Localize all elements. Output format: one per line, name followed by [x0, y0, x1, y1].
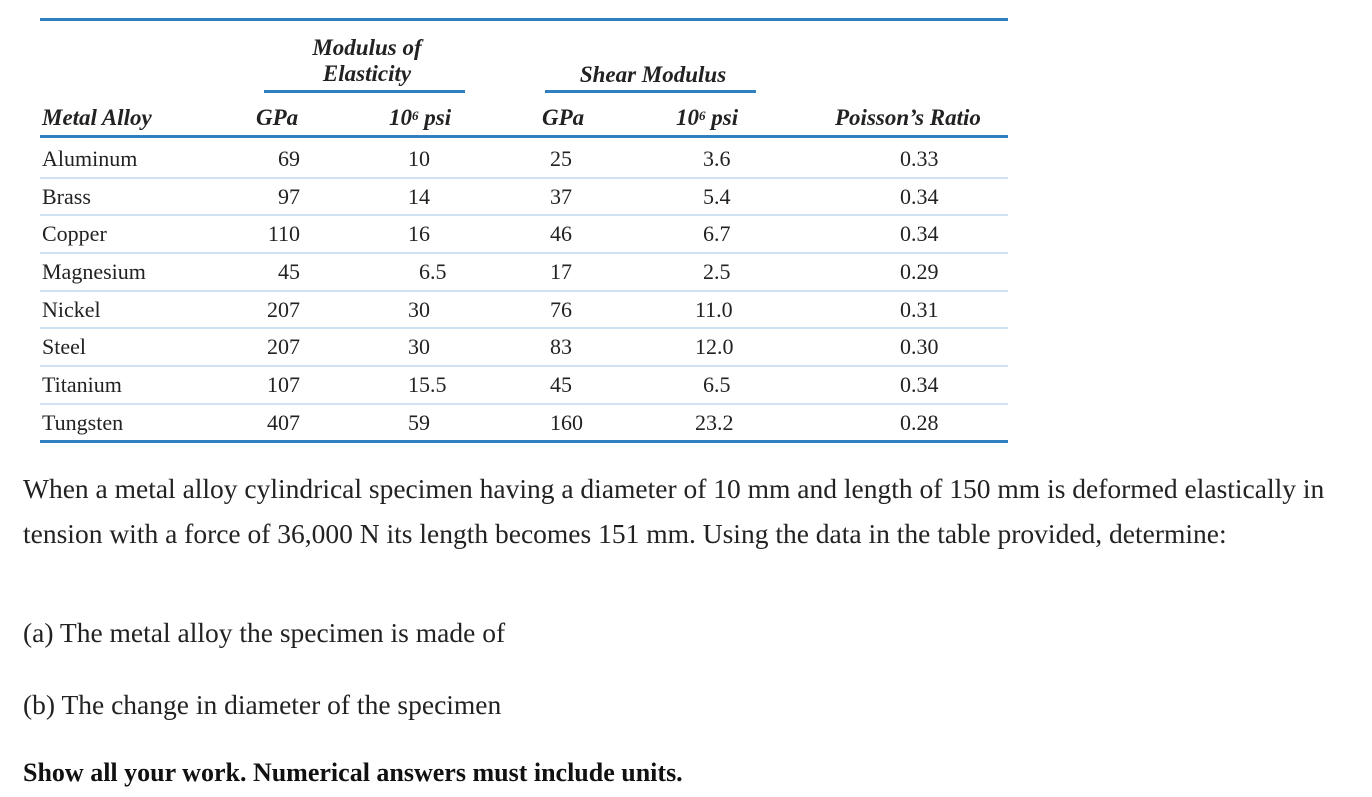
cell-e-psi: 30	[408, 334, 430, 360]
cell-alloy: Aluminum	[42, 146, 138, 171]
cell-poisson: 0.34	[900, 372, 939, 398]
cell-g-psi: 6.7	[703, 221, 731, 247]
cell-g-gpa: 25	[550, 146, 572, 171]
cell-poisson: 0.30	[900, 334, 939, 360]
cell-g-psi: 2.5	[703, 259, 731, 285]
cell-poisson: 0.29	[900, 259, 939, 285]
header-rule	[40, 135, 1008, 138]
group-header-modulus-line1: Modulus of	[312, 35, 422, 60]
group-rule-modulus	[264, 90, 465, 93]
cell-alloy: Steel	[42, 334, 86, 360]
column-header-alloy: Metal Alloy	[42, 105, 152, 130]
cell-g-gpa: 45	[550, 372, 572, 398]
cell-e-psi: 16	[408, 221, 430, 247]
cell-g-psi: 23.2	[695, 409, 734, 435]
cell-e-psi: 59	[408, 409, 430, 435]
cell-g-psi: 12.0	[695, 334, 734, 360]
cell-g-gpa: 37	[550, 183, 572, 209]
table-body: Aluminum 69 10 25 3.6 0.33 Brass 97 14 3…	[40, 141, 1008, 443]
table-top-rule	[40, 18, 1008, 21]
cell-e-psi: 6.5	[419, 259, 447, 285]
column-header-g-gpa: GPa	[542, 105, 585, 130]
table-row: Aluminum 69 10 25 3.6 0.33	[40, 141, 1008, 179]
cell-poisson: 0.34	[900, 183, 939, 209]
cell-e-gpa: 407	[267, 409, 300, 435]
cell-poisson: 0.34	[900, 221, 939, 247]
cell-e-gpa: 207	[267, 334, 300, 360]
column-header-g-psi: 106 psi	[676, 104, 738, 132]
e-psi-exponent: 6	[412, 108, 419, 123]
cell-e-gpa: 45	[278, 259, 300, 285]
table-row: Copper 110 16 46 6.7 0.34	[40, 216, 1008, 255]
cell-g-psi: 5.4	[703, 183, 731, 209]
question-part-a: (a) The metal alloy the specimen is made…	[23, 617, 506, 648]
cell-alloy: Copper	[42, 221, 107, 247]
cell-alloy: Brass	[42, 183, 91, 209]
cell-e-psi: 10	[408, 146, 430, 171]
cell-poisson: 0.28	[900, 409, 939, 435]
group-header-shear-modulus: Shear Modulus	[579, 62, 727, 87]
question-part-b: (b) The change in diameter of the specim…	[23, 689, 502, 720]
table-row: Steel 207 30 83 12.0 0.30	[40, 329, 1008, 368]
table-row: Brass 97 14 37 5.4 0.34	[40, 179, 1008, 217]
column-header-poisson: Poisson’s Ratio	[835, 105, 981, 130]
group-header-modulus-line2: Elasticity	[322, 61, 412, 86]
g-psi-exponent: 6	[699, 108, 706, 123]
e-psi-unit: psi	[418, 105, 452, 130]
cell-poisson: 0.33	[900, 146, 939, 171]
table-row: Tungsten 407 59 160 23.2 0.28	[40, 405, 1008, 443]
cell-g-gpa: 83	[550, 334, 572, 360]
e-psi-base: 10	[389, 105, 412, 130]
cell-e-gpa: 69	[278, 146, 300, 171]
cell-e-psi: 15.5	[408, 372, 447, 398]
table-row: Magnesium 45 6.5 17 2.5 0.29	[40, 254, 1008, 292]
cell-e-gpa: 207	[267, 296, 300, 322]
cell-alloy: Magnesium	[42, 259, 146, 285]
table-row: Titanium 107 15.5 45 6.5 0.34	[40, 367, 1008, 405]
cell-e-gpa: 107	[267, 372, 300, 398]
g-psi-base: 10	[676, 105, 699, 130]
cell-alloy: Nickel	[42, 296, 101, 322]
g-psi-unit: psi	[705, 105, 739, 130]
cell-e-psi: 30	[408, 296, 430, 322]
work-instruction: Show all your work. Numerical answers mu…	[23, 758, 683, 787]
table-row: Nickel 207 30 76 11.0 0.31	[40, 292, 1008, 330]
cell-e-psi: 14	[408, 183, 430, 209]
cell-e-gpa: 97	[278, 183, 300, 209]
question-prompt: When a metal alloy cylindrical specimen …	[23, 473, 1325, 549]
cell-g-gpa: 76	[550, 296, 572, 322]
column-header-e-psi: 106 psi	[389, 104, 451, 132]
cell-g-gpa: 160	[550, 409, 583, 435]
group-header-modulus-of-elasticity: Modulus of Elasticity	[262, 35, 472, 87]
cell-g-psi: 11.0	[695, 296, 733, 322]
cell-g-psi: 3.6	[703, 146, 731, 171]
cell-alloy: Titanium	[42, 372, 122, 398]
cell-g-gpa: 17	[550, 259, 572, 285]
cell-e-gpa: 110	[267, 221, 300, 247]
cell-g-gpa: 46	[550, 221, 572, 247]
group-rule-shear	[545, 90, 756, 93]
cell-alloy: Tungsten	[42, 409, 124, 435]
cell-g-psi: 6.5	[703, 372, 731, 398]
column-header-e-gpa: GPa	[256, 105, 299, 130]
cell-poisson: 0.31	[900, 296, 939, 322]
